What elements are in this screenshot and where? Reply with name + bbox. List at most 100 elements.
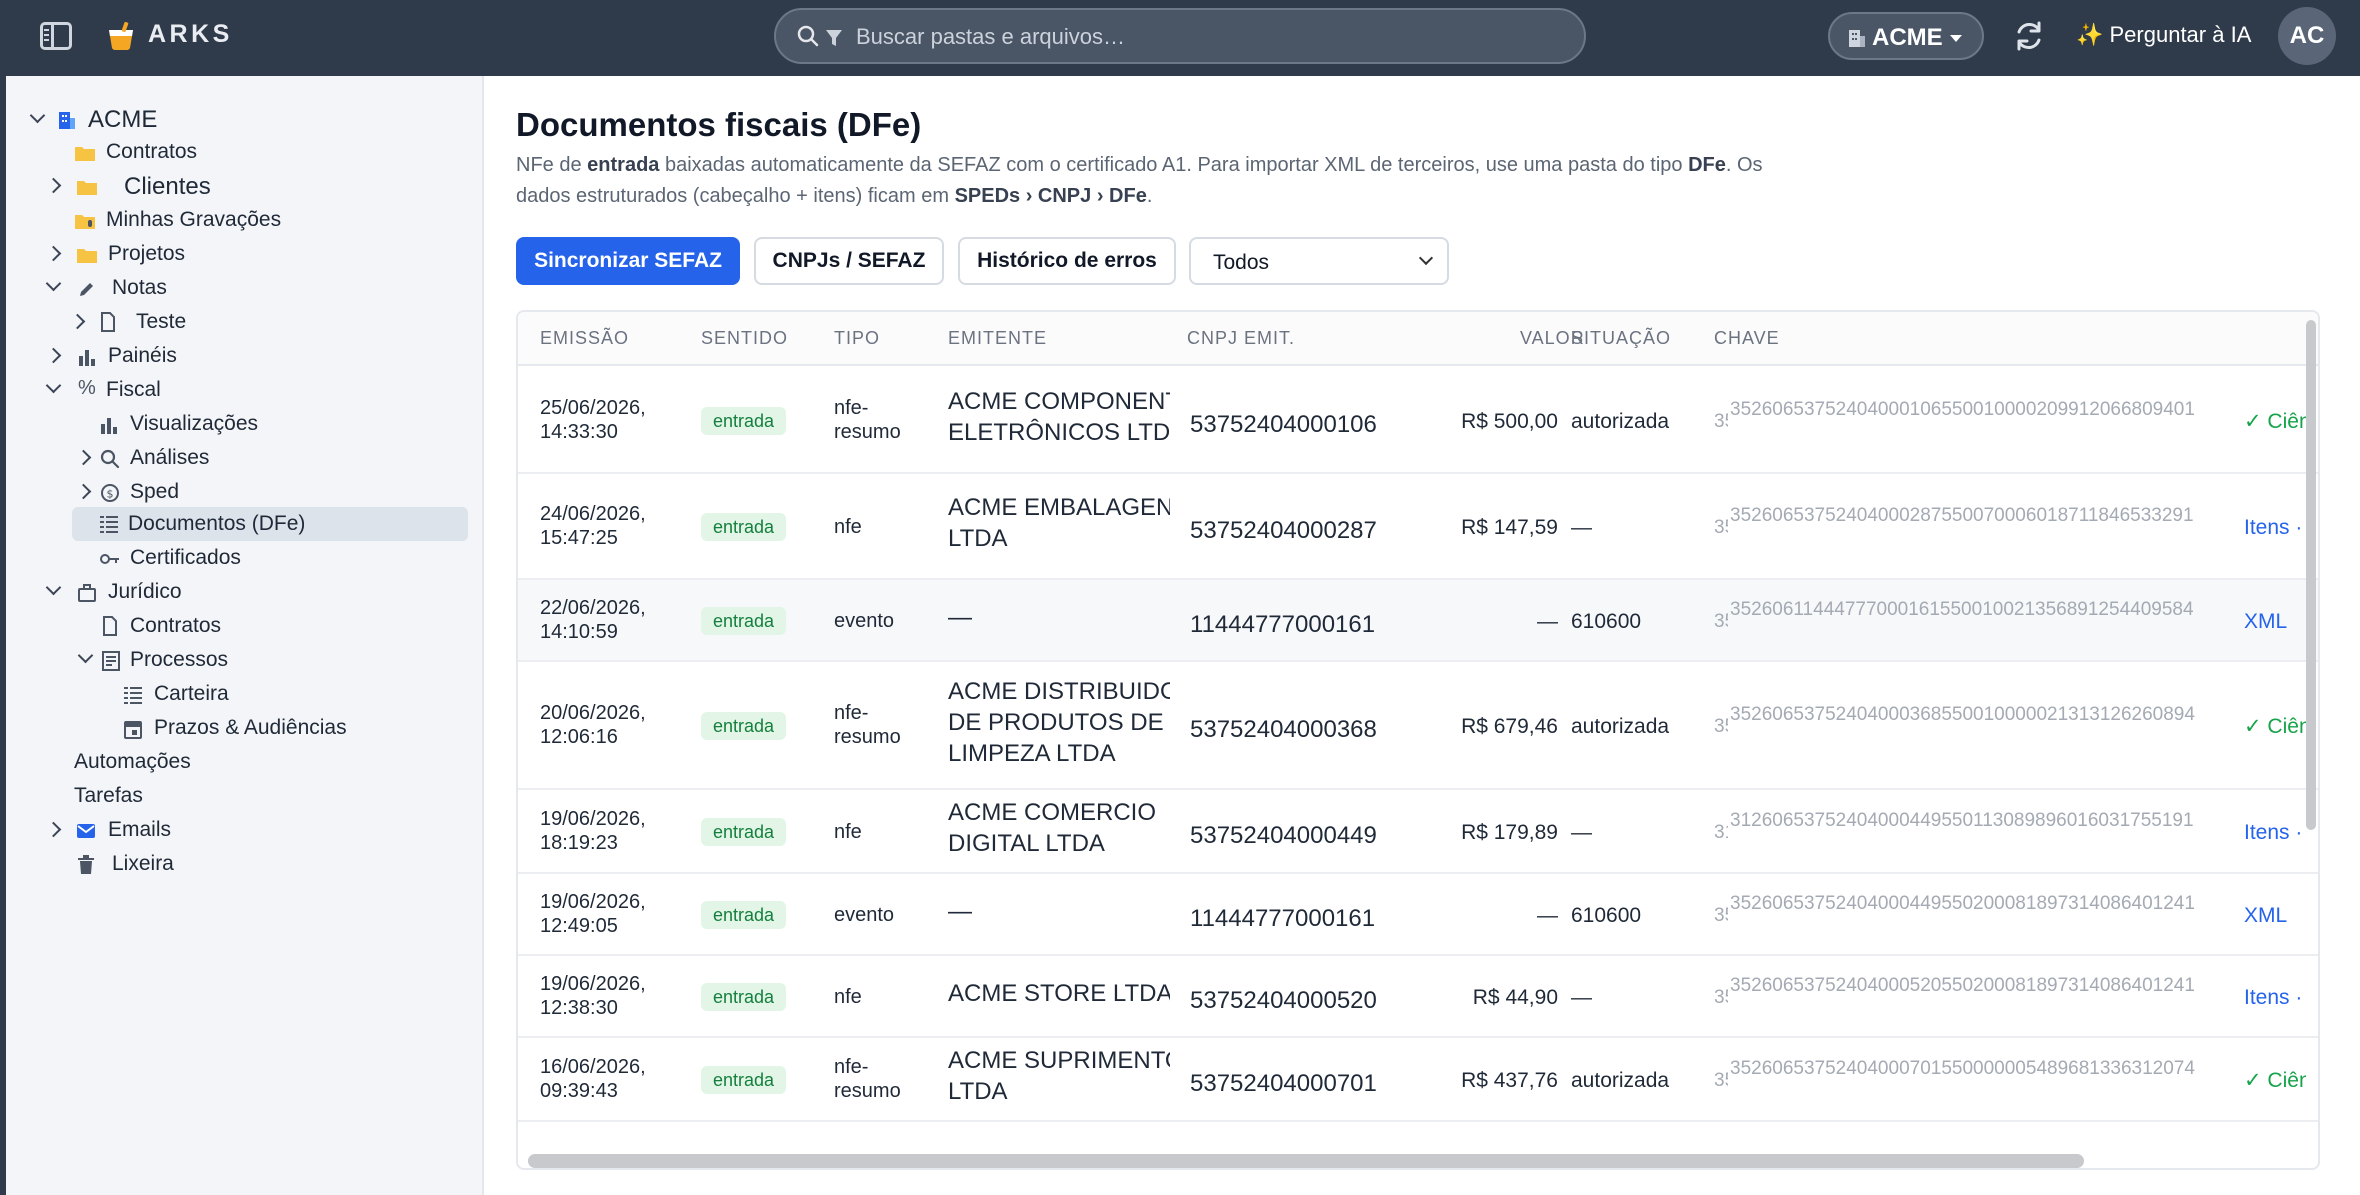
row-action-link[interactable]: Itens · DANFE [2244, 986, 2306, 1009]
row-action-link[interactable]: ✓ Ciência [2244, 410, 2306, 433]
avatar[interactable]: AC [2278, 7, 2336, 65]
vertical-scrollbar[interactable] [2306, 320, 2316, 830]
cell-valor: R$ 500,00 [1461, 410, 1558, 433]
col-situacao[interactable]: SITUAÇÃO [1571, 328, 1672, 348]
error-history-button[interactable]: Histórico de erros [958, 237, 1176, 285]
sidebar-item-projetos[interactable]: Projetos [45, 238, 456, 270]
main-content: Documentos fiscais (DFe) NFe de entrada … [484, 76, 2360, 1195]
cell-chave[interactable]: 3526065375240400010655001000020991206680… [1730, 399, 2195, 420]
ask-ai-button[interactable]: ✨ Perguntar à IA [2076, 22, 2252, 47]
sidebar-item-teste[interactable]: Teste [69, 306, 460, 338]
cell-valor: — [1537, 610, 1558, 633]
chevron-down-icon[interactable] [29, 107, 46, 124]
table-row[interactable]: 20/06/2026, 12:06:16 entrada nfe-resumo ACME… [518, 662, 2318, 790]
col-cnpj-emit[interactable]: CNPJ EMIT. [1187, 328, 1296, 348]
row-action-link[interactable]: ✓ Ciência [2244, 715, 2306, 738]
chevron-down-icon[interactable] [45, 579, 62, 596]
table-row[interactable]: 24/06/2026, 15:47:25 entrada nfe ACME EMBALA… [518, 474, 2318, 580]
col-valor[interactable]: VALOR [1520, 328, 1585, 348]
sidebar-item-certificados[interactable]: Certificados [100, 542, 460, 574]
chevron-down-icon[interactable] [45, 377, 62, 394]
sidebar-item-notas[interactable]: Notas [45, 272, 456, 304]
chevron-right-icon[interactable] [45, 245, 62, 262]
cell-chave[interactable]: 3526065375240400036855001000002131312626… [1730, 704, 2195, 725]
search-input[interactable] [856, 21, 1556, 53]
sidebar-item-paineis[interactable]: Painéis [45, 340, 456, 372]
table-row[interactable]: 22/06/2026, 14:10:59 entrada evento — 1144477… [518, 580, 2318, 662]
sidebar-item-label: Teste [136, 310, 187, 333]
sidebar-item-documentos-dfe[interactable]: Documentos (DFe) [72, 507, 468, 541]
cell-chave[interactable]: 3526065375240400028755007000601871184653… [1730, 505, 2194, 526]
table-row[interactable]: 25/06/2026, 14:33:30 entrada nfe-resumo ACME… [518, 368, 2318, 474]
chevron-right-icon[interactable] [69, 313, 86, 330]
col-emissao[interactable]: EMISSÃO [540, 328, 630, 348]
table-row[interactable]: 19/06/2026, 12:38:30 entrada nfe ACME STORE … [518, 956, 2318, 1038]
sync-sefaz-button[interactable]: Sincronizar SEFAZ [516, 237, 740, 285]
status-badge: entrada [701, 513, 787, 541]
cnpjs-sefaz-button[interactable]: CNPJs / SEFAZ [754, 237, 944, 285]
sidebar-item-prazos-audiencias[interactable]: Prazos & Audiências [124, 712, 464, 744]
chevron-right-icon[interactable] [45, 821, 62, 838]
chevron-right-icon[interactable] [45, 347, 62, 364]
sidebar-item-analises[interactable]: Análises [75, 442, 458, 474]
chevron-right-icon[interactable] [75, 449, 92, 466]
company-name: ACME [1872, 24, 1943, 51]
sidebar-toggle-icon[interactable] [40, 22, 72, 50]
sidebar-item-juridico-contratos[interactable]: Contratos [100, 610, 460, 642]
table-row[interactable]: 19/06/2026, 18:19:23 entrada nfe ACME COMERC… [518, 790, 2318, 874]
bar-chart-icon [101, 418, 117, 434]
cell-situacao: autorizada [1571, 410, 1670, 433]
sidebar-item-tarefas[interactable]: Tarefas [74, 780, 454, 812]
company-selector[interactable]: ACME [1828, 12, 1984, 60]
sidebar-item-contratos[interactable]: Contratos [74, 136, 454, 168]
sidebar-item-juridico[interactable]: Jurídico [45, 576, 456, 608]
chevron-down-icon[interactable] [45, 275, 62, 292]
cell-chave-prefix: 35 [1714, 411, 1728, 432]
horizontal-scrollbar[interactable] [528, 1154, 2084, 1168]
chevron-right-icon[interactable] [75, 483, 92, 500]
refresh-icon[interactable] [2012, 18, 2046, 54]
chevron-right-icon[interactable] [45, 177, 62, 194]
cell-chave[interactable]: 3526065375240400070155000000548968133631… [1730, 1058, 2195, 1079]
filter-icon[interactable] [824, 27, 844, 49]
cell-chave-prefix: 35 [1714, 905, 1728, 926]
search-bar[interactable] [774, 8, 1586, 64]
sidebar-item-clientes[interactable]: Clientes [45, 170, 456, 202]
sidebar-item-sped[interactable]: $ Sped [75, 476, 458, 508]
row-action-link[interactable]: XML [2244, 610, 2288, 633]
cell-situacao: 610600 [1571, 904, 1642, 927]
sidebar-item-processos[interactable]: Processos [77, 644, 458, 676]
top-bar: ARKS ACME [0, 0, 2360, 76]
cell-chave[interactable]: 3126065375240400044955011308989601603175… [1730, 810, 2194, 831]
cell-situacao: — [1571, 986, 1592, 1009]
cell-tipo: nfe-resumo [834, 702, 901, 748]
row-action-link[interactable]: XML [2244, 904, 2288, 927]
cell-cnpj: 11444777000161 [1190, 611, 1376, 638]
cell-chave[interactable]: 3526065375240400052055020008189731408640… [1730, 975, 2195, 996]
sidebar-item-fiscal[interactable]: % Fiscal [45, 374, 456, 406]
cell-chave[interactable]: 3526065375240400044955020008189731408640… [1730, 893, 2195, 914]
sidebar-item-carteira[interactable]: Carteira [124, 678, 464, 710]
sidebar-item-visualizacoes[interactable]: Visualizações [100, 408, 460, 440]
direction-filter-select[interactable]: Todos [1189, 237, 1449, 285]
col-tipo[interactable]: TIPO [834, 328, 881, 348]
col-sentido[interactable]: SENTIDO [701, 328, 789, 348]
sidebar-item-automacoes[interactable]: Automações [74, 746, 454, 778]
sidebar-item-lixeira[interactable]: Lixeira [78, 848, 458, 880]
status-badge: entrada [701, 818, 787, 846]
row-action-link[interactable]: Itens · DANFE [2244, 821, 2306, 844]
sidebar-item-minhas-gravacoes[interactable]: Minhas Gravações [74, 204, 454, 236]
row-action-link[interactable]: ✓ Ciência [2244, 1069, 2306, 1092]
col-emitente[interactable]: EMITENTE [948, 328, 1048, 348]
col-chave[interactable]: CHAVE [1714, 328, 1780, 348]
row-action-link[interactable]: Itens · DANFE [2244, 516, 2306, 539]
brand-name: ARKS [148, 20, 233, 48]
chevron-down-icon[interactable] [77, 647, 94, 664]
sidebar-item-acme[interactable]: ACME [26, 104, 466, 136]
sidebar-item-emails[interactable]: Emails [45, 814, 456, 846]
table-row[interactable]: 19/06/2026, 12:49:05 entrada evento — 1144477… [518, 874, 2318, 956]
table-row[interactable]: 16/06/2026, 09:39:43 entrada nfe-resumo ACME… [518, 1038, 2318, 1122]
cell-chave[interactable]: 3526061144477700016155001002135689125440… [1730, 599, 2194, 620]
sidebar-item-label: Documentos (DFe) [128, 512, 306, 535]
cell-emissao: 25/06/2026, 14:33:30 [540, 397, 646, 443]
